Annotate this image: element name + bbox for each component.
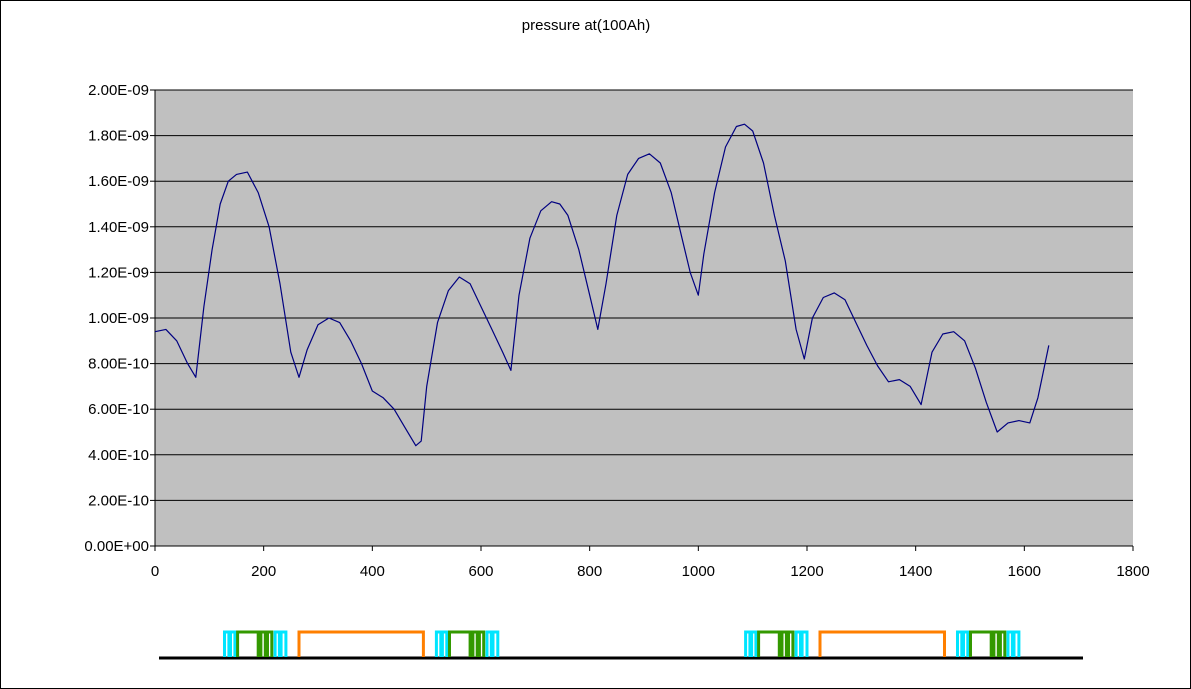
timeline-segment [434,630,443,657]
chart-title: pressure at(100Ah) [522,17,650,34]
x-tick-label: 0 [151,563,159,580]
y-tick-label: 2.00E-10 [88,492,149,509]
timeline-segment [485,630,493,657]
timeline-segment [794,630,802,657]
timeline-segment [969,630,993,657]
y-tick-label: 1.60E-09 [88,173,149,190]
x-tick-label: 1800 [1116,563,1149,580]
grid-lines [155,89,1133,501]
event-timeline [159,630,1083,660]
timeline-segment [1006,630,1014,657]
timeline-segment [236,630,260,657]
x-tick-label: 200 [251,563,276,580]
x-tick-label: 1200 [790,563,823,580]
x-tick-label: 1600 [1008,563,1041,580]
timeline-segment [259,630,267,657]
timeline-segment [800,630,809,657]
x-tick-label: 1400 [899,563,932,580]
timeline-segment [962,630,970,657]
timeline-segment [273,630,281,657]
series-group [154,123,1050,447]
y-axis: 0.00E+00 2.00E-10 4.00E-10 6.00E-10 8.00E-10… [84,82,156,555]
timeline-segment [757,630,781,657]
timeline-segment [223,630,231,657]
timeline-segment [266,630,274,657]
timeline-segment [818,630,946,657]
series-line [154,123,1050,447]
y-tick-label: 1.20E-09 [88,264,149,281]
y-tick-label: 1.00E-09 [88,310,149,327]
x-tick-label: 400 [360,563,385,580]
timeline-segment [998,630,1007,657]
timeline-segment [956,630,964,657]
y-tick-label: 2.00E-09 [88,82,149,99]
x-tick-label: 800 [577,563,602,580]
timeline-segment [992,630,1000,657]
y-tick-label: 4.00E-10 [88,447,149,464]
timeline-segment [448,630,472,657]
timeline-segment [297,630,425,657]
x-axis: 0 200 400 600 800 1000 1200 1400 1600 1800 [151,545,1150,580]
timeline-segment [744,630,752,657]
y-tick-label: 6.00E-10 [88,401,149,418]
timeline-segment [491,630,500,657]
x-tick-label: 600 [468,563,493,580]
y-tick-label: 1.80E-09 [88,128,149,145]
x-tick-label: 1000 [682,563,715,580]
timeline-segment [787,630,795,657]
timeline-segment [1012,630,1021,657]
timeline-segment [750,630,758,657]
timeline-segment [477,630,486,657]
timeline-segment [471,630,479,657]
timeline-segment [440,630,449,657]
timeline-segment [780,630,788,657]
y-tick-label: 1.40E-09 [88,219,149,236]
y-tick-label: 8.00E-10 [88,356,149,373]
timeline-segment [279,630,288,657]
y-tick-label: 0.00E+00 [84,538,149,555]
timeline-segment [229,630,237,657]
